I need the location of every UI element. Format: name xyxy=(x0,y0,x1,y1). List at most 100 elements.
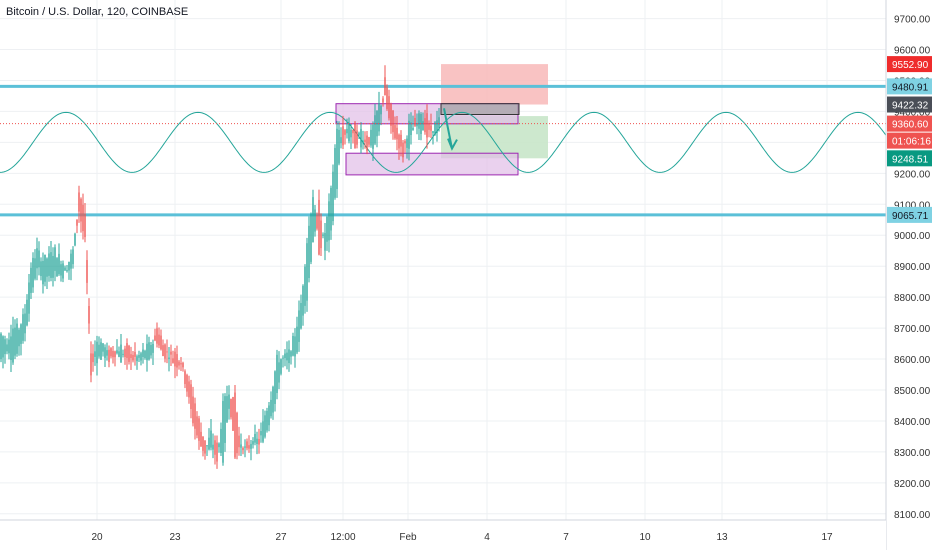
candle-body xyxy=(410,122,412,136)
sine-wave-drawing[interactable] xyxy=(0,111,887,173)
candle-body xyxy=(240,444,242,448)
candle-body xyxy=(222,401,224,463)
arrow-line[interactable] xyxy=(443,108,453,149)
candle-body xyxy=(140,353,142,361)
candle-body xyxy=(176,354,178,368)
candle-body xyxy=(234,392,236,458)
candle-body xyxy=(430,125,432,131)
candle-body xyxy=(104,347,106,358)
candle-body xyxy=(122,353,124,355)
candle-body xyxy=(384,77,386,96)
candle-body xyxy=(158,334,160,346)
countdown-badge xyxy=(887,132,932,149)
candle-body xyxy=(280,359,282,374)
candle-body xyxy=(408,120,410,149)
candle-body xyxy=(108,349,110,363)
candle-body xyxy=(96,341,98,364)
candle-body xyxy=(344,130,346,135)
candle-body xyxy=(258,438,260,445)
price-badge xyxy=(887,96,932,113)
candle-body xyxy=(246,441,248,449)
candle-body xyxy=(398,134,400,149)
candle-body xyxy=(128,345,130,362)
candle-body xyxy=(438,117,440,129)
candle-body xyxy=(404,140,406,144)
price-badge-label: 9422.32 xyxy=(892,101,929,112)
price-tick-label: 9100.00 xyxy=(894,200,931,211)
candle-body xyxy=(112,350,114,358)
price-tick-label: 8800.00 xyxy=(894,293,931,304)
candle-body xyxy=(220,428,222,454)
time-tick-label: 17 xyxy=(821,532,833,543)
time-axis-background xyxy=(0,520,886,550)
candle-body xyxy=(120,344,122,363)
candle-body xyxy=(332,171,334,222)
sine-wave-line[interactable] xyxy=(0,111,887,173)
price-tick-label: 8400.00 xyxy=(894,417,931,428)
candle-body xyxy=(156,328,158,344)
price-tick-label: 8200.00 xyxy=(894,479,931,490)
candle-body xyxy=(270,399,272,417)
price-tick-label: 8700.00 xyxy=(894,324,931,335)
candle-body xyxy=(62,263,64,279)
candle-body xyxy=(178,361,180,366)
candle-body xyxy=(16,323,18,354)
price-tick-label: 9200.00 xyxy=(894,169,931,180)
arrow-head[interactable] xyxy=(447,138,458,151)
candle-body xyxy=(424,118,426,133)
candle-body xyxy=(188,381,190,398)
candle-body xyxy=(66,270,68,272)
time-tick-label: 20 xyxy=(91,532,103,543)
candle-body xyxy=(336,128,338,190)
price-tick-label: 8300.00 xyxy=(894,448,931,459)
candle-body xyxy=(334,147,336,198)
arrow-drawing[interactable] xyxy=(443,108,458,151)
candle-body xyxy=(182,362,184,368)
candle-body xyxy=(64,267,66,271)
candles xyxy=(0,65,440,469)
candle-body xyxy=(434,122,436,136)
candle-body xyxy=(316,215,318,229)
time-axis[interactable]: 20 23 27 12:00 Feb 4 7 10 13 17 xyxy=(0,519,886,550)
candle-body xyxy=(190,384,192,410)
candle-body xyxy=(274,371,276,404)
candle-body xyxy=(340,137,342,144)
horizontal-lines[interactable] xyxy=(0,84,886,217)
price-badge xyxy=(887,150,932,167)
candle-body xyxy=(132,354,134,361)
entry-zone[interactable] xyxy=(440,103,520,116)
candle-body xyxy=(358,132,360,136)
consolidation-box[interactable] xyxy=(345,152,519,176)
stop-loss-zone[interactable] xyxy=(441,64,548,105)
candle-body xyxy=(302,285,304,316)
candle-body xyxy=(266,410,268,431)
candle-body xyxy=(106,350,108,356)
candle-body xyxy=(350,129,352,138)
candle-body xyxy=(152,343,154,353)
candle-body xyxy=(314,209,316,232)
candle-body xyxy=(20,324,22,344)
candle-body xyxy=(166,351,168,353)
candle-body xyxy=(400,134,402,147)
time-tick-label: 7 xyxy=(563,532,569,543)
candle-body xyxy=(392,110,394,133)
candle-body xyxy=(298,310,300,342)
candle-body xyxy=(110,348,112,357)
candle-body xyxy=(292,335,294,356)
candle-body xyxy=(378,103,380,132)
candle-body xyxy=(60,264,62,276)
time-tick-label: 12:00 xyxy=(330,532,355,543)
candle-body xyxy=(26,299,28,326)
candle-body xyxy=(326,216,328,242)
price-tick-label: 8600.00 xyxy=(894,355,931,366)
candle-body xyxy=(322,234,324,236)
title-separator-1: , xyxy=(100,6,107,18)
candle-body xyxy=(6,344,8,352)
price-badge xyxy=(887,78,932,95)
candle-body xyxy=(180,363,182,365)
candle-body xyxy=(8,339,10,354)
candle-body xyxy=(256,438,258,445)
candle-body xyxy=(342,126,344,146)
candle-body xyxy=(170,351,172,355)
